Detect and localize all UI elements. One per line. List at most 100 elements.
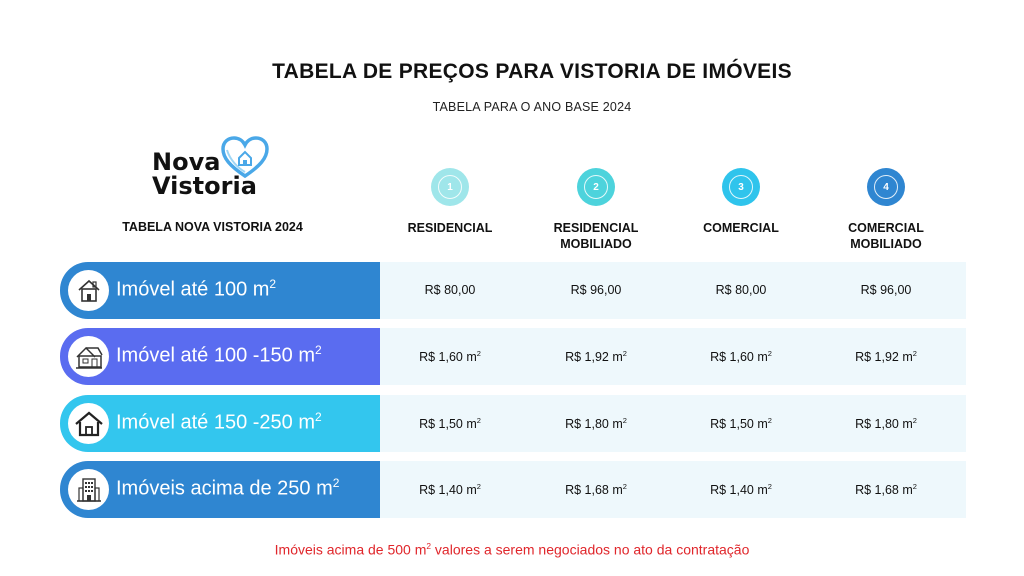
row-label-text: Imóvel até 100 -150 m xyxy=(116,344,315,367)
logo-line-2: Vistoria xyxy=(152,172,257,200)
column-header-1: 1 RESIDENCIAL xyxy=(380,168,520,236)
column-header-3: 3 COMERCIAL xyxy=(671,168,811,236)
row-label: Imóvel até 100 -150 m2 xyxy=(116,343,322,368)
price-unit-sup: 2 xyxy=(912,349,917,358)
footnote-text-start: Imóveis acima de 500 m xyxy=(274,541,427,558)
row-label-pill: Imóveis acima de 250 m2 xyxy=(60,461,380,518)
price-value: R$ 1,60 m xyxy=(710,350,768,365)
table-row: Imóvel até 100 m2 R$ 80,00 R$ 96,00 R$ 80,0… xyxy=(60,262,966,319)
row-label-text: Imóveis acima de 250 m xyxy=(116,477,333,500)
column-header-2: 2 RESIDENCIAL MOBILIADO xyxy=(526,168,666,252)
price-cell: R$ 96,00 xyxy=(526,283,666,297)
price-unit-sup: 2 xyxy=(476,482,481,491)
row-label-unit-sup: 2 xyxy=(315,343,322,357)
footnote-text-end: valores a serem negociados no ato da con… xyxy=(431,541,750,558)
price-value: R$ 1,68 m xyxy=(855,483,913,498)
price-unit-sup: 2 xyxy=(622,349,627,358)
row-price-cells xyxy=(380,328,966,385)
price-value: R$ 1,92 m xyxy=(855,350,913,365)
row-label: Imóvel até 100 m2 xyxy=(116,277,276,302)
column-label-line-1: RESIDENCIAL xyxy=(407,221,493,235)
price-value: R$ 1,80 m xyxy=(565,417,623,432)
price-value: R$ 1,60 m xyxy=(419,350,477,365)
price-value: R$ 1,68 m xyxy=(565,483,623,498)
price-cell: R$ 80,00 xyxy=(671,283,811,297)
row-label-pill: Imóvel até 150 -250 m2 xyxy=(60,395,380,452)
row-label: Imóvel até 150 -250 m2 xyxy=(116,410,322,435)
column-label-line-2: MOBILIADO xyxy=(560,237,632,251)
price-cell: R$ 1,50 m2 xyxy=(671,416,811,431)
price-cell: R$ 1,68 m2 xyxy=(816,482,956,497)
price-unit-sup: 2 xyxy=(622,482,627,491)
column-number: 2 xyxy=(584,175,608,199)
column-label-line-2: MOBILIADO xyxy=(850,237,922,251)
row-label-pill: Imóvel até 100 -150 m2 xyxy=(60,328,380,385)
price-cell: R$ 1,60 m2 xyxy=(380,349,520,364)
row-price-cells xyxy=(380,262,966,319)
column-label-line-1: COMERCIAL xyxy=(703,221,779,235)
house-icon xyxy=(68,270,109,311)
price-unit-sup: 2 xyxy=(912,416,917,425)
home-outline-icon xyxy=(68,403,109,444)
column-number-badge: 4 xyxy=(867,168,905,206)
column-number-badge: 2 xyxy=(577,168,615,206)
price-cell: R$ 1,40 m2 xyxy=(671,482,811,497)
page-subtitle: TABELA PARA O ANO BASE 2024 xyxy=(432,100,632,114)
row-label-text: Imóvel até 100 m xyxy=(116,278,270,301)
price-unit-sup: 2 xyxy=(767,349,772,358)
price-cell: R$ 1,40 m2 xyxy=(380,482,520,497)
price-cell: R$ 80,00 xyxy=(380,283,520,297)
price-cell: R$ 1,60 m2 xyxy=(671,349,811,364)
page-title: TABELA DE PREÇOS PARA VISTORIA DE IMÓVEI… xyxy=(272,60,792,83)
price-value: R$ 1,92 m xyxy=(565,350,623,365)
price-cell: R$ 1,50 m2 xyxy=(380,416,520,431)
price-unit-sup: 2 xyxy=(476,416,481,425)
column-label: COMERCIAL xyxy=(671,220,811,236)
logo: Nova Vistoria xyxy=(152,136,282,206)
price-value: R$ 80,00 xyxy=(424,283,476,297)
price-unit-sup: 2 xyxy=(767,416,772,425)
table-row: Imóvel até 150 -250 m2 R$ 1,50 m2 R$ 1,80 … xyxy=(60,395,966,452)
house-large-icon xyxy=(68,336,109,377)
column-header-4: 4 COMERCIAL MOBILIADO xyxy=(816,168,956,252)
column-number-badge: 3 xyxy=(722,168,760,206)
row-label-unit-sup: 2 xyxy=(315,410,322,424)
price-value: R$ 1,40 m xyxy=(419,483,477,498)
logo-text: Nova Vistoria xyxy=(152,150,257,198)
table-row: Imóveis acima de 250 m2 R$ 1,40 m2 R$ 1,68… xyxy=(60,461,966,518)
row-price-cells xyxy=(380,461,966,518)
footnote: Imóveis acima de 500 m2 valores a serem … xyxy=(0,541,1024,558)
price-value: R$ 96,00 xyxy=(570,283,622,297)
price-cell: R$ 1,80 m2 xyxy=(526,416,666,431)
column-number: 4 xyxy=(874,175,898,199)
price-value: R$ 96,00 xyxy=(860,283,912,297)
price-cell: R$ 1,80 m2 xyxy=(816,416,956,431)
table-header-label: TABELA NOVA VISTORIA 2024 xyxy=(122,220,303,234)
price-unit-sup: 2 xyxy=(622,416,627,425)
price-cell: R$ 1,68 m2 xyxy=(526,482,666,497)
column-label-line-1: RESIDENCIAL xyxy=(553,221,639,235)
price-value: R$ 80,00 xyxy=(715,283,767,297)
column-number: 1 xyxy=(438,175,462,199)
logo-line-1: Nova xyxy=(152,148,221,176)
price-value: R$ 1,40 m xyxy=(710,483,768,498)
column-label-line-1: COMERCIAL xyxy=(848,221,924,235)
row-label: Imóveis acima de 250 m2 xyxy=(116,476,339,501)
row-label-unit-sup: 2 xyxy=(269,277,277,291)
price-unit-sup: 2 xyxy=(476,349,481,358)
row-label-pill: Imóvel até 100 m2 xyxy=(60,262,380,319)
column-label: COMERCIAL MOBILIADO xyxy=(816,220,956,252)
column-number-badge: 1 xyxy=(431,168,469,206)
price-unit-sup: 2 xyxy=(767,482,772,491)
footnote-unit-sup: 2 xyxy=(426,541,432,551)
row-price-cells xyxy=(380,395,966,452)
column-label: RESIDENCIAL MOBILIADO xyxy=(526,220,666,252)
column-label: RESIDENCIAL xyxy=(380,220,520,236)
price-cell: R$ 96,00 xyxy=(816,283,956,297)
price-cell: R$ 1,92 m2 xyxy=(816,349,956,364)
price-value: R$ 1,80 m xyxy=(855,417,913,432)
heart-house-icon xyxy=(221,136,269,179)
price-cell: R$ 1,92 m2 xyxy=(526,349,666,364)
column-number: 3 xyxy=(729,175,753,199)
table-row: Imóvel até 100 -150 m2 R$ 1,60 m2 R$ 1,92 … xyxy=(60,328,966,385)
